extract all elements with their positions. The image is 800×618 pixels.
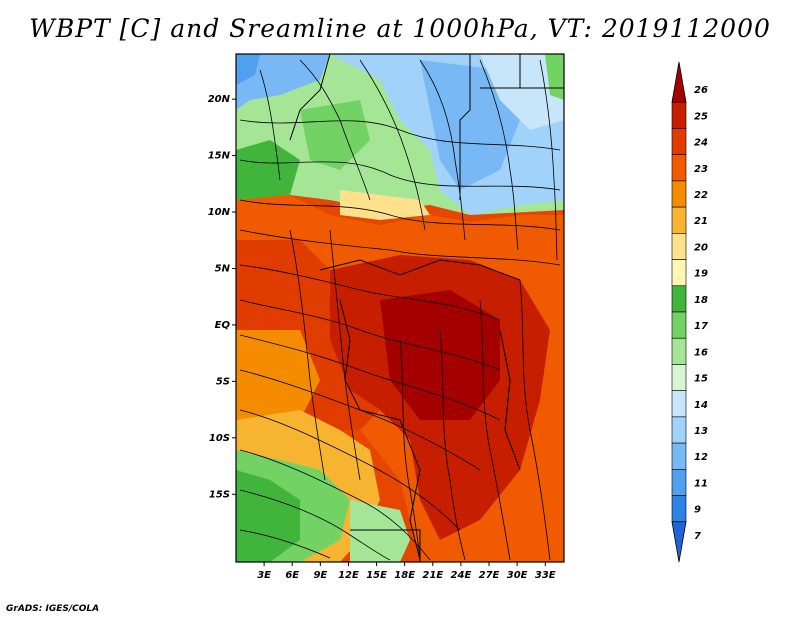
wbpt-field xyxy=(236,54,564,562)
lon-tick-label: 6E xyxy=(285,570,299,581)
lon-tick-label: 30E xyxy=(507,570,528,581)
colorbar-label: 9 xyxy=(694,505,701,516)
map-frame xyxy=(235,53,565,563)
colorbar-swatch xyxy=(671,364,687,391)
colorbar-label: 18 xyxy=(694,295,708,306)
colorbar-swatch xyxy=(671,206,687,234)
colorbar-swatch xyxy=(671,101,687,129)
colorbar-label: 15 xyxy=(694,374,708,385)
colorbar-bottom-arrow xyxy=(671,521,687,563)
lon-tick-label: 15E xyxy=(366,570,387,581)
colorbar-swatch xyxy=(671,259,687,287)
lat-tick-label: 10N xyxy=(208,207,231,218)
colorbar-swatch xyxy=(671,390,687,418)
lon-tick-label: 21E xyxy=(422,570,443,581)
colorbar: 26 25 24 23 22 21 20 19 18 17 16 15 14 13 12 11 9 7 xyxy=(671,61,708,563)
country-borders xyxy=(289,54,564,562)
lat-tick-label: 15N xyxy=(208,151,231,162)
colorbar-label: 14 xyxy=(694,400,708,411)
colorbar-label: 7 xyxy=(694,531,701,542)
colorbar-swatch xyxy=(671,285,687,313)
lon-tick-label: 24E xyxy=(451,570,472,581)
lon-tick-label: 3E xyxy=(257,570,271,581)
lon-tick-label: 9E xyxy=(313,570,327,581)
colorbar-swatch xyxy=(671,180,687,208)
lon-tick-label: 18E xyxy=(394,570,415,581)
colorbar-swatch xyxy=(671,128,687,155)
colorbar-label: 17 xyxy=(694,321,708,332)
lat-tick-label: 5S xyxy=(216,376,230,387)
longitude-tick-labels: 3E 6E 9E 12E 15E 18E 21E 24E 27E 30E 33E xyxy=(257,562,556,581)
colorbar-label: 20 xyxy=(694,242,708,253)
footer-credit: GrADS: IGES/COLA xyxy=(6,604,100,614)
colorbar-swatch xyxy=(671,337,687,365)
map-title: WBPT [C] and Sreamline at 1000hPa, VT: 2… xyxy=(29,14,771,43)
colorbar-label: 23 xyxy=(694,164,708,175)
lat-tick-label: 20N xyxy=(208,94,231,105)
colorbar-label: 24 xyxy=(694,138,708,149)
colorbar-label: 26 xyxy=(694,85,708,96)
colorbar-label: 11 xyxy=(694,478,708,489)
colorbar-swatch xyxy=(671,154,687,182)
lat-tick-label: 10S xyxy=(209,433,230,444)
colorbar-label: 25 xyxy=(694,111,708,122)
colorbar-label: 21 xyxy=(694,216,708,227)
colorbar-top-arrow xyxy=(671,61,687,103)
colorbar-label: 22 xyxy=(694,190,708,201)
colorbar-label: 12 xyxy=(694,452,708,463)
lon-tick-label: 12E xyxy=(338,570,359,581)
colorbar-swatch xyxy=(671,469,687,496)
lon-tick-label: 33E xyxy=(535,570,556,581)
colorbar-label: 19 xyxy=(694,269,708,280)
lon-tick-label: 27E xyxy=(479,570,500,581)
colorbar-swatch xyxy=(671,416,687,444)
colorbar-swatch xyxy=(671,233,687,260)
lat-tick-label: EQ xyxy=(215,320,231,331)
colorbar-swatch xyxy=(671,311,687,339)
lat-tick-label: 5N xyxy=(215,263,231,274)
colorbar-label: 16 xyxy=(694,347,708,358)
lat-tick-label: 15S xyxy=(209,489,230,500)
colorbar-swatch xyxy=(671,495,687,523)
colorbar-swatch xyxy=(671,442,687,470)
latitude-tick-labels: 20N 15N 10N 5N EQ 5S 10S 15S xyxy=(208,94,236,500)
colorbar-label: 13 xyxy=(694,426,708,437)
